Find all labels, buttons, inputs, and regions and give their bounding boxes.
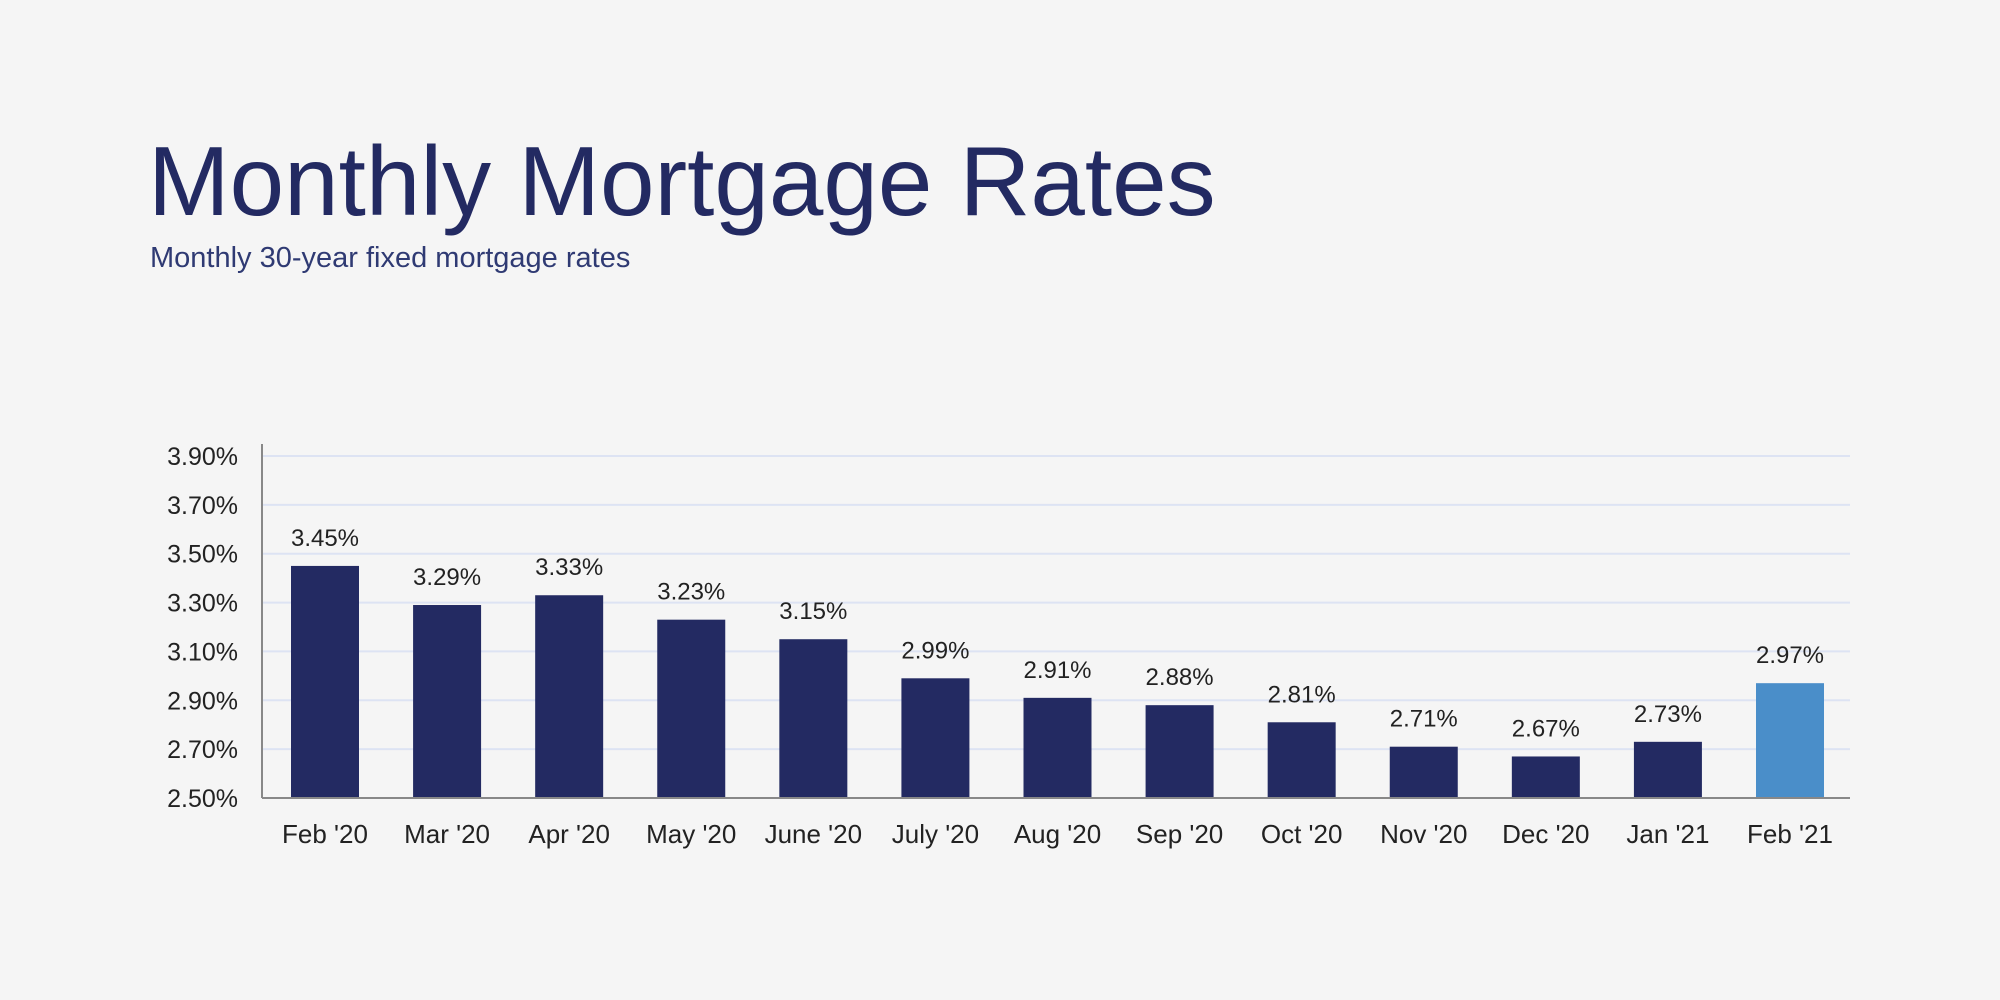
x-tick-label: June '20 [765,819,863,849]
bar [657,619,726,798]
bar [535,595,604,798]
y-tick-label: 2.90% [167,687,238,715]
x-axis-tick-labels: Feb '20 Mar '20 Apr '20 May '20 June '20 July… [282,819,1833,849]
data-label: 3.45% [291,525,359,552]
data-label: 2.88% [1146,664,1214,691]
data-label: 2.81% [1268,681,1336,708]
y-tick-label: 3.10% [167,638,238,666]
data-label: 2.73% [1634,701,1702,728]
data-label: 2.71% [1390,706,1458,733]
x-tick-label: Feb '20 [282,819,368,849]
data-label: 3.23% [657,579,725,606]
data-labels: 3.45% 3.29% 3.33% 3.23% 3.15% 2.99% 2.91% 2.88%… [291,525,1824,743]
data-label: 3.33% [535,554,603,581]
bar [1511,756,1580,798]
x-tick-label: Oct '20 [1261,819,1343,849]
x-tick-label: Apr '20 [528,819,610,849]
page-subtitle: Monthly 30-year fixed mortgage rates [150,242,631,274]
data-label: 3.29% [413,564,481,591]
bar [1145,705,1214,798]
data-label: 3.15% [779,598,847,625]
x-tick-label: Dec '20 [1502,819,1589,849]
y-tick-label: 3.70% [167,492,238,520]
x-tick-label: Aug '20 [1014,819,1101,849]
y-tick-label: 3.90% [167,443,238,471]
bar [413,605,482,798]
bar [901,678,970,798]
x-tick-label: Mar '20 [404,819,490,849]
y-tick-label: 3.50% [167,541,238,569]
x-tick-label: July '20 [892,819,979,849]
x-tick-label: Feb '21 [1747,819,1833,849]
bars [291,565,1824,798]
bar [1633,741,1702,798]
y-tick-label: 2.50% [167,785,238,813]
x-tick-label: Nov '20 [1380,819,1467,849]
bar [1756,683,1824,798]
data-label: 2.91% [1023,657,1091,684]
bar [1267,722,1336,798]
page-title: Monthly Mortgage Rates [148,126,1216,236]
bar [1389,746,1458,798]
data-label: 2.99% [901,637,969,664]
bar [779,639,848,798]
gridlines [262,455,1850,751]
bar [1023,697,1092,798]
x-tick-label: May '20 [646,819,736,849]
y-axis-tick-labels: 2.50% 2.70% 2.90% 3.10% 3.30% 3.50% 3.70% 3.90% [167,443,238,813]
data-label: 2.97% [1756,642,1824,669]
y-tick-label: 3.30% [167,590,238,618]
x-tick-label: Jan '21 [1626,819,1709,849]
y-tick-label: 2.70% [167,736,238,764]
data-label: 2.67% [1512,715,1580,742]
bar [291,565,359,798]
x-tick-label: Sep '20 [1136,819,1223,849]
